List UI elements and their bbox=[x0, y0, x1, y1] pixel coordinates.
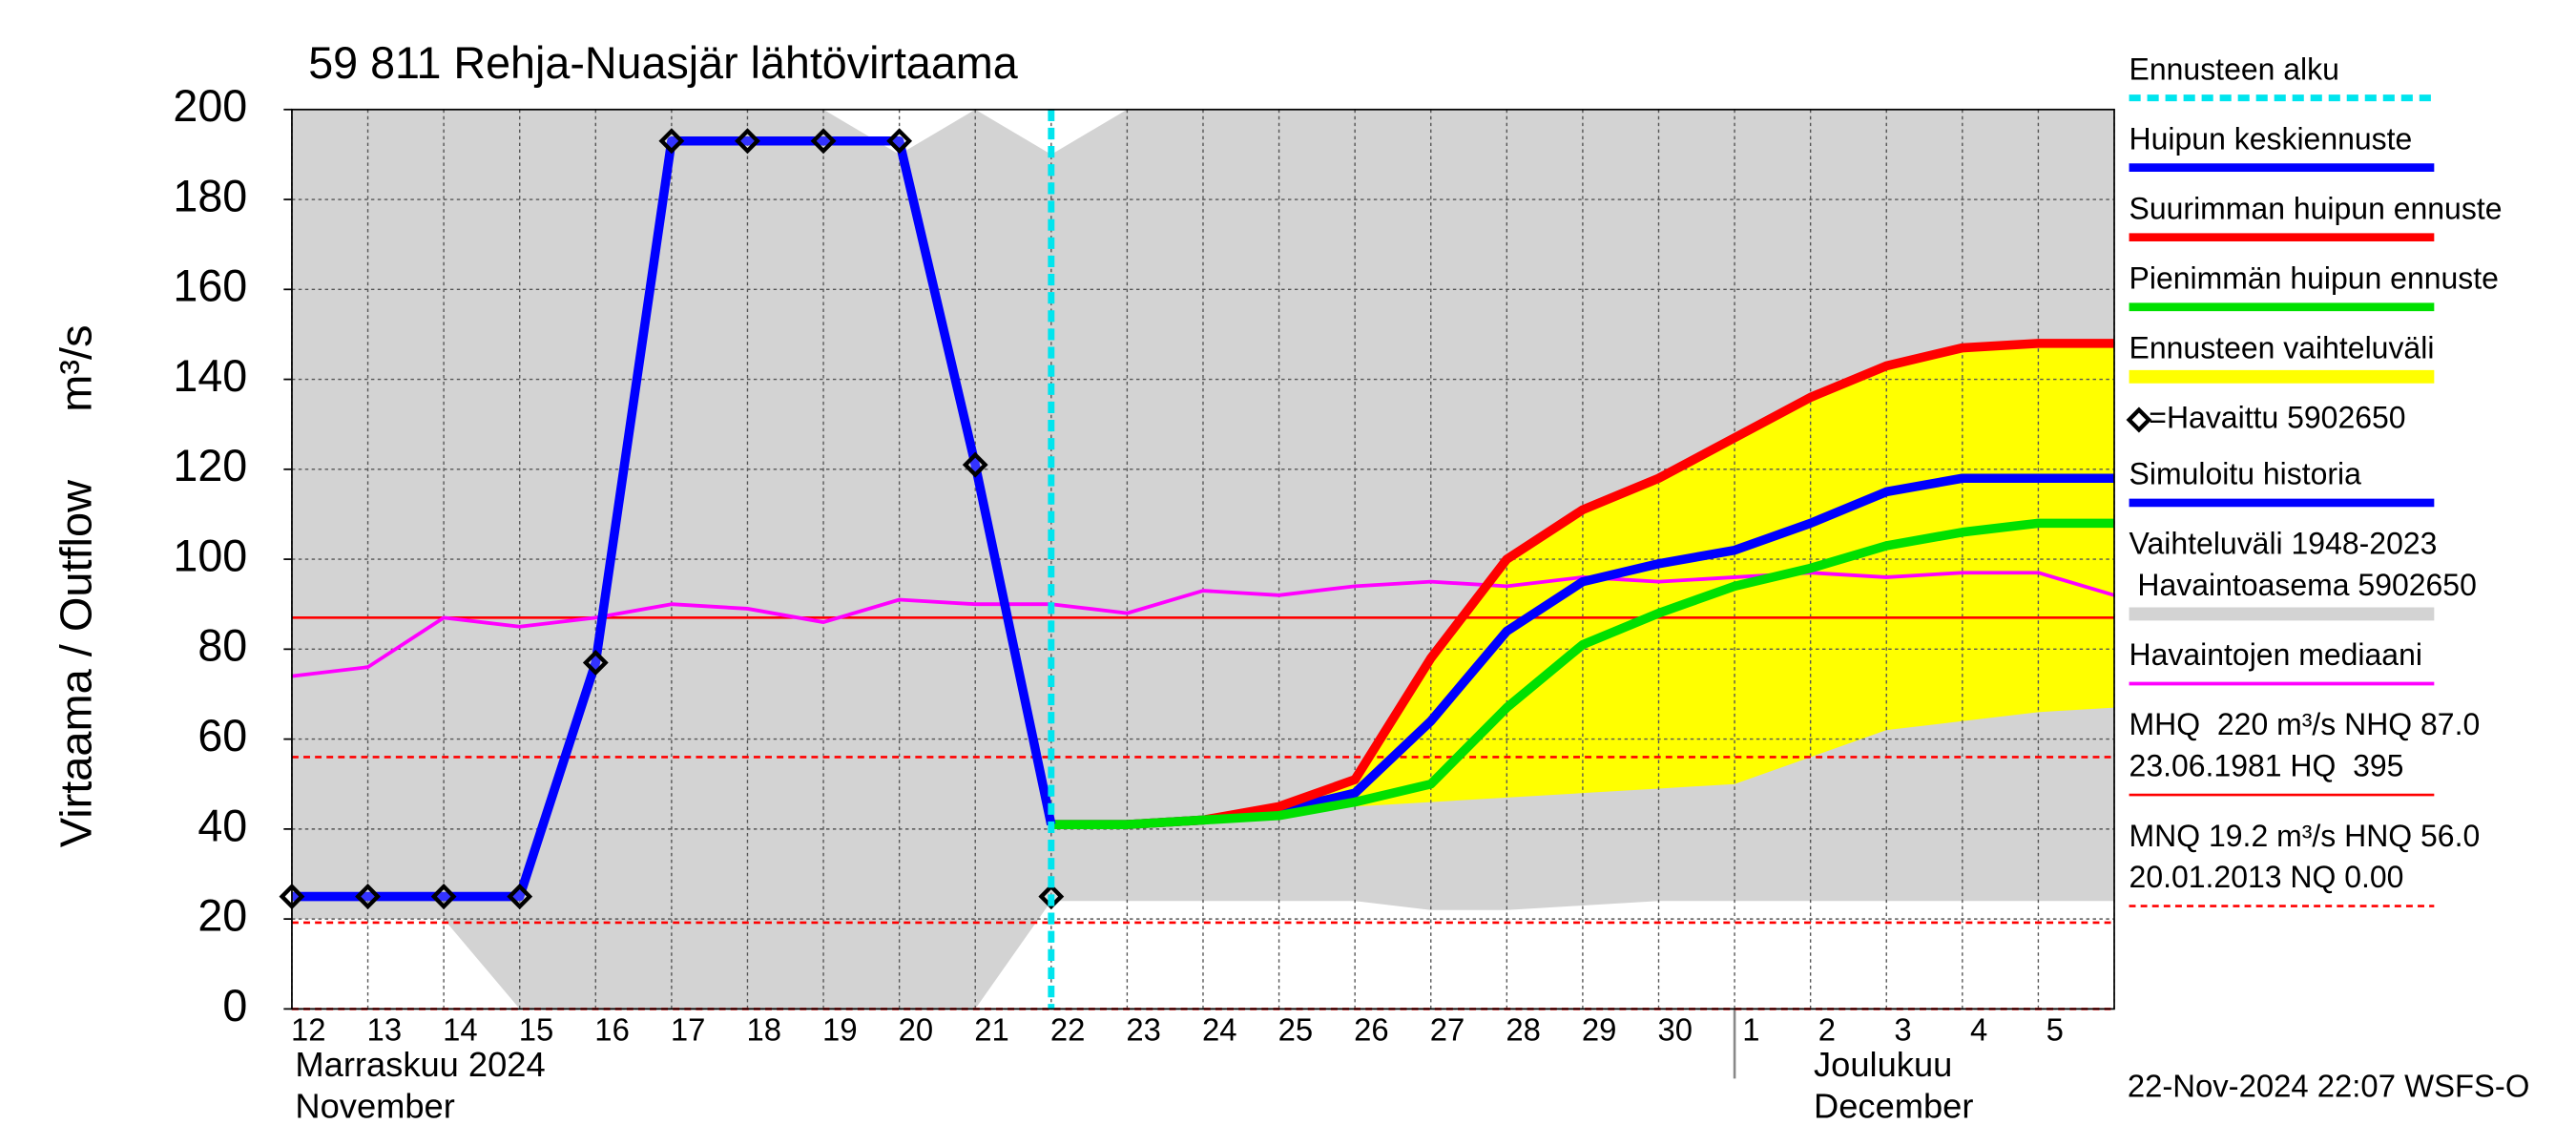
legend-label: Havaintojen mediaani bbox=[2129, 637, 2422, 672]
y-tick-label: 100 bbox=[173, 531, 247, 580]
legend-label: Pienimmän huipun ennuste bbox=[2129, 260, 2499, 295]
legend-label: Simuloitu historia bbox=[2129, 457, 2362, 491]
month-label: Marraskuu 2024 bbox=[295, 1045, 545, 1084]
x-tick-label: 25 bbox=[1278, 1011, 1314, 1047]
legend-label: MHQ 220 m³/s NHQ 87.0 bbox=[2129, 707, 2481, 741]
legend-label: 20.01.2013 NQ 0.00 bbox=[2129, 860, 2404, 894]
x-tick-label: 18 bbox=[746, 1011, 781, 1047]
observed-marker bbox=[810, 128, 837, 155]
legend-label: Ennusteen vaihteluväli bbox=[2129, 330, 2435, 364]
y-tick-label: 120 bbox=[173, 441, 247, 490]
y-tick-label: 140 bbox=[173, 351, 247, 401]
legend-label: Suurimman huipun ennuste bbox=[2129, 191, 2503, 225]
observed-marker bbox=[582, 649, 609, 676]
x-tick-label: 3 bbox=[1894, 1011, 1911, 1047]
x-tick-label: 5 bbox=[2046, 1011, 2064, 1047]
x-tick-label: 30 bbox=[1658, 1011, 1693, 1047]
observed-marker bbox=[886, 128, 913, 155]
x-tick-label: 4 bbox=[1970, 1011, 1987, 1047]
legend-label: 23.06.1981 HQ 395 bbox=[2129, 749, 2404, 783]
timestamp: 22-Nov-2024 22:07 WSFS-O bbox=[2128, 1069, 2530, 1104]
observed-marker bbox=[507, 884, 533, 910]
x-tick-label: 17 bbox=[671, 1011, 706, 1047]
x-tick-label: 22 bbox=[1050, 1011, 1086, 1047]
x-tick-label: 2 bbox=[1818, 1011, 1836, 1047]
observed-marker bbox=[735, 128, 760, 155]
x-tick-label: 20 bbox=[899, 1011, 934, 1047]
observed-marker bbox=[658, 128, 685, 155]
month-label: November bbox=[295, 1086, 454, 1125]
series-line bbox=[291, 135, 1056, 902]
y-tick-label: 60 bbox=[197, 711, 247, 760]
legend-marker bbox=[2126, 406, 2152, 433]
x-tick-label: 16 bbox=[594, 1011, 630, 1047]
y-axis-label: Virtaama / Outflow bbox=[51, 480, 100, 847]
y-axis-unit: m³/s bbox=[51, 324, 100, 411]
observed-marker bbox=[430, 884, 457, 910]
x-tick-label: 21 bbox=[974, 1011, 1009, 1047]
x-tick-label: 27 bbox=[1430, 1011, 1465, 1047]
x-tick-label: 19 bbox=[822, 1011, 858, 1047]
observed-marker bbox=[355, 884, 381, 910]
plot-frame bbox=[291, 108, 2115, 1010]
y-tick-label: 160 bbox=[173, 261, 247, 311]
month-label: December bbox=[1814, 1086, 1973, 1125]
observed-marker bbox=[962, 451, 988, 478]
x-tick-label: 1 bbox=[1742, 1011, 1759, 1047]
legend-label: =Havaittu 5902650 bbox=[2149, 400, 2405, 434]
y-tick-label: 180 bbox=[173, 171, 247, 220]
x-tick-label: 13 bbox=[367, 1011, 403, 1047]
legend-label: Vaihteluväli 1948-2023 bbox=[2129, 527, 2438, 561]
y-tick-label: 200 bbox=[173, 81, 247, 131]
y-tick-label: 0 bbox=[222, 981, 247, 1030]
x-tick-label: 26 bbox=[1354, 1011, 1389, 1047]
x-tick-label: 23 bbox=[1126, 1011, 1161, 1047]
x-tick-label: 24 bbox=[1202, 1011, 1237, 1047]
x-tick-label: 29 bbox=[1582, 1011, 1617, 1047]
x-tick-label: 14 bbox=[443, 1011, 478, 1047]
x-tick-label: 12 bbox=[291, 1011, 326, 1047]
x-tick-label: 15 bbox=[519, 1011, 554, 1047]
y-tick-label: 20 bbox=[197, 890, 247, 940]
y-tick-label: 40 bbox=[197, 801, 247, 850]
x-tick-label: 28 bbox=[1506, 1011, 1541, 1047]
legend-label: Havaintoasema 5902650 bbox=[2129, 568, 2477, 602]
y-tick-label: 80 bbox=[197, 621, 247, 671]
series-line bbox=[1050, 518, 2115, 829]
legend-label: MNQ 19.2 m³/s HNQ 56.0 bbox=[2129, 819, 2481, 853]
month-label: Joulukuu bbox=[1814, 1045, 1952, 1084]
legend-label: Ennusteen alku bbox=[2129, 52, 2339, 86]
legend-label: Huipun keskiennuste bbox=[2129, 121, 2413, 156]
chart-title: 59 811 Rehja-Nuasjär lähtövirtaama bbox=[308, 38, 1018, 88]
